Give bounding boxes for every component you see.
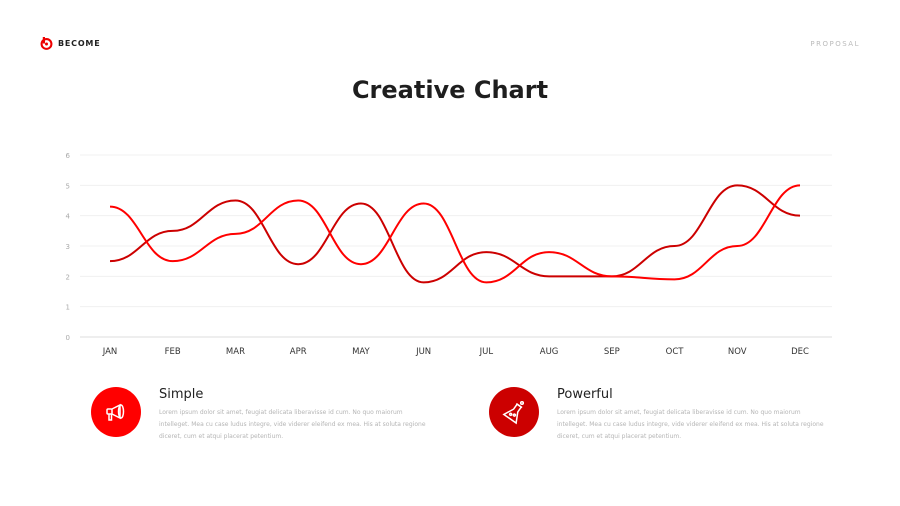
- x-tick-label: JUN: [415, 347, 431, 357]
- x-tick-label: JUL: [479, 347, 494, 357]
- series-line-2: [109, 184, 801, 284]
- section-label: PROPOSAL: [810, 40, 860, 48]
- y-tick-label: 1: [66, 304, 70, 312]
- x-tick-label: SEP: [604, 347, 620, 357]
- flask-icon: [489, 387, 539, 437]
- megaphone-icon: [91, 387, 141, 437]
- series-line-1: [109, 184, 801, 284]
- x-tick-label: MAR: [226, 347, 245, 357]
- page-title: Creative Chart: [351, 76, 549, 104]
- x-tick-label: AUG: [540, 347, 559, 357]
- line-chart: 0 1 2 3 4 5 6 JAN FEB MAR APR MAY JUN JUL AUG SEP OCT NOV…: [66, 152, 832, 357]
- x-tick-label: FEB: [165, 347, 181, 357]
- x-tick-label: OCT: [666, 347, 685, 357]
- x-tick-label: DEC: [791, 347, 809, 357]
- feature-description: Lorem ipsum dolor sit amet, feugiat deli…: [159, 409, 426, 440]
- feature-title: Simple: [159, 387, 204, 402]
- x-tick-label: JAN: [102, 347, 118, 357]
- logo-icon: [40, 37, 53, 50]
- feature-description: Lorem ipsum dolor sit amet, feugiat deli…: [557, 409, 824, 440]
- y-tick-label: 5: [66, 182, 70, 190]
- y-tick-label: 6: [66, 152, 71, 160]
- y-tick-label: 4: [66, 213, 71, 221]
- brand-logo: BECOME: [40, 37, 100, 50]
- y-tick-label: 2: [66, 273, 70, 281]
- y-tick-label: 0: [66, 334, 70, 342]
- x-tick-label: NOV: [728, 347, 747, 357]
- brand-name: BECOME: [58, 39, 101, 48]
- feature-title: Powerful: [557, 387, 613, 402]
- x-tick-label: MAY: [352, 347, 370, 357]
- x-tick-label: APR: [290, 347, 307, 357]
- y-tick-label: 3: [66, 243, 70, 251]
